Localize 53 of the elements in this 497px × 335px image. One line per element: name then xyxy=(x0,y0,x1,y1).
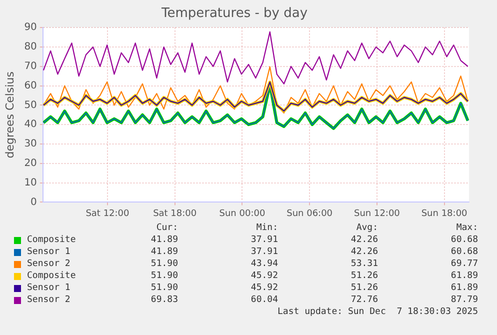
x-tick-label: Sun 18:00 xyxy=(421,208,468,219)
text: 51.90 xyxy=(150,258,178,270)
y-tick-label: 90 xyxy=(24,22,37,34)
text: 60.68 xyxy=(450,246,478,258)
x-tick-label: Sat 18:00 xyxy=(153,208,197,219)
y-tick-label: 50 xyxy=(24,100,37,111)
x-tick-label: Sun 12:00 xyxy=(354,208,400,219)
y-tick-label: 30 xyxy=(24,138,37,150)
y-tick-label: 0 xyxy=(30,196,37,208)
text: 69.83 xyxy=(150,294,178,306)
x-tick-label: Sun 06:00 xyxy=(286,208,333,219)
text: 45.92 xyxy=(250,270,278,282)
legend-label: Composite xyxy=(27,234,76,246)
y-tick-label: 40 xyxy=(24,119,37,130)
y-tick-label: 60 xyxy=(24,80,37,92)
text: Max: xyxy=(455,222,478,234)
text: 45.92 xyxy=(250,282,278,294)
y-tick-label: 20 xyxy=(24,158,37,169)
text: 51.26 xyxy=(350,282,378,294)
text: 43.94 xyxy=(250,258,278,270)
text: 87.79 xyxy=(450,294,478,306)
text: Cur: xyxy=(155,222,178,234)
text: 42.26 xyxy=(350,234,378,246)
text: 51.90 xyxy=(150,270,178,282)
text: 37.91 xyxy=(250,234,278,246)
text: 41.89 xyxy=(150,246,178,258)
text: 69.77 xyxy=(450,258,478,270)
legend-label: Sensor 1 xyxy=(27,246,70,258)
legend-label: Sensor 2 xyxy=(27,258,70,270)
x-tick-label: Sat 12:00 xyxy=(86,208,130,219)
chart-title: Temperatures - by day xyxy=(160,6,308,22)
text: Avg: xyxy=(355,222,378,234)
text: 53.31 xyxy=(350,258,378,270)
text: 41.89 xyxy=(150,234,178,246)
y-tick-label: 70 xyxy=(24,60,37,72)
text: Last update: Sun Dec 7 18:30:03 2025 xyxy=(276,306,479,318)
text: 42.26 xyxy=(350,246,378,258)
text: 72.76 xyxy=(350,294,378,306)
text: 51.26 xyxy=(350,270,378,282)
y-axis-title: degrees Celsius xyxy=(3,71,16,158)
legend-label: Sensor 1 xyxy=(27,282,70,294)
y-tick-label: 80 xyxy=(24,42,37,53)
text: 51.90 xyxy=(150,282,178,294)
legend-label: Sensor 2 xyxy=(27,294,70,306)
text: 37.91 xyxy=(250,246,278,258)
x-tick-label: Sun 00:00 xyxy=(219,208,266,219)
text: 60.68 xyxy=(450,234,478,246)
text: 60.04 xyxy=(250,294,278,306)
legend-label: Composite xyxy=(27,270,76,282)
y-tick-label: 10 xyxy=(24,177,37,188)
text: 61.89 xyxy=(450,270,478,282)
text: 61.89 xyxy=(450,282,478,294)
text: Min: xyxy=(255,222,278,234)
